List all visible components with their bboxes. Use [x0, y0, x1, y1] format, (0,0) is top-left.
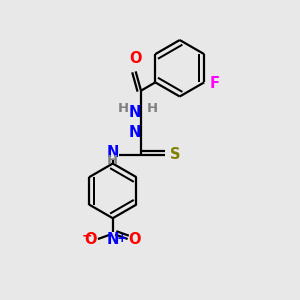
Text: N: N [106, 232, 119, 247]
Text: N: N [129, 105, 141, 120]
Text: −: − [81, 230, 92, 242]
Text: N: N [106, 145, 119, 160]
Text: H: H [117, 102, 128, 115]
Text: O: O [128, 232, 141, 247]
Text: O: O [129, 51, 142, 66]
Text: H: H [107, 154, 118, 167]
Text: N: N [129, 125, 141, 140]
Text: F: F [209, 76, 220, 92]
Text: O: O [85, 232, 97, 247]
Text: H: H [146, 102, 158, 115]
Text: S: S [169, 147, 180, 162]
Text: +: + [116, 232, 127, 245]
